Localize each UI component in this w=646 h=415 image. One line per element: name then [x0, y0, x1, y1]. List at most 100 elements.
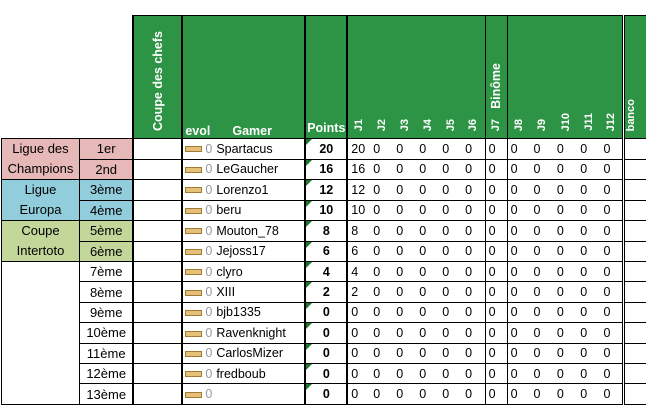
day-score-cell[interactable]: 0 — [484, 138, 508, 160]
day-score-cell[interactable]: 0 — [530, 301, 554, 324]
day-score-cell[interactable]: 0 — [462, 138, 486, 160]
banco-cell[interactable] — [622, 220, 646, 242]
day-score-cell[interactable]: 0 — [530, 383, 554, 405]
gamer-cell[interactable]: 0 Ravenknight — [181, 322, 306, 344]
day-score-cell[interactable]: 0 — [462, 301, 486, 324]
day-score-cell[interactable]: 0 — [462, 179, 486, 201]
day-score-cell[interactable]: 0 — [577, 220, 601, 242]
day-score-cell[interactable]: 0 — [439, 301, 463, 324]
day-score-cell[interactable]: 0 — [506, 260, 531, 283]
points-cell[interactable]: 2 — [304, 281, 349, 303]
day-score-cell[interactable]: 0 — [484, 301, 508, 324]
day-score-cell[interactable]: 0 — [346, 362, 371, 385]
day-score-cell[interactable]: 0 — [553, 179, 578, 201]
coupe-cell[interactable] — [132, 138, 184, 160]
day-score-cell[interactable]: 0 — [577, 322, 601, 344]
day-score-cell[interactable]: 0 — [530, 260, 554, 283]
day-score-cell[interactable]: 0 — [393, 342, 417, 364]
coupe-cell[interactable] — [132, 281, 184, 303]
day-score-cell[interactable]: 0 — [577, 281, 601, 303]
header-j1[interactable]: J1 — [346, 15, 371, 139]
coupe-cell[interactable] — [132, 240, 184, 262]
gamer-cell[interactable]: 0 Jejoss17 — [181, 240, 306, 262]
day-score-cell[interactable]: 0 — [370, 138, 394, 160]
day-score-cell[interactable]: 0 — [439, 383, 463, 405]
day-score-cell[interactable]: 0 — [484, 383, 508, 405]
header-points[interactable]: Points — [304, 15, 349, 139]
day-score-cell[interactable]: 0 — [484, 281, 508, 303]
header-coupe-des-chefs[interactable]: Coupe des chefs — [132, 15, 184, 139]
points-cell[interactable]: 0 — [304, 322, 349, 344]
banco-cell[interactable] — [622, 342, 646, 364]
day-score-cell[interactable]: 0 — [370, 158, 394, 180]
day-score-cell[interactable]: 0 — [416, 260, 440, 283]
day-score-cell[interactable]: 0 — [600, 322, 625, 344]
coupe-cell[interactable] — [132, 322, 184, 344]
day-score-cell[interactable]: 2 — [346, 281, 371, 303]
day-score-cell[interactable]: 0 — [462, 240, 486, 262]
day-score-cell[interactable]: 0 — [553, 240, 578, 262]
banco-cell[interactable] — [622, 281, 646, 303]
day-score-cell[interactable]: 0 — [439, 138, 463, 160]
day-score-cell[interactable]: 0 — [553, 158, 578, 180]
day-score-cell[interactable]: 0 — [530, 281, 554, 303]
banco-cell[interactable] — [622, 138, 646, 160]
day-score-cell[interactable]: 0 — [346, 301, 371, 324]
day-score-cell[interactable]: 0 — [462, 383, 486, 405]
day-score-cell[interactable]: 0 — [553, 383, 578, 405]
day-score-cell[interactable]: 0 — [530, 342, 554, 364]
day-score-cell[interactable]: 0 — [484, 158, 508, 180]
points-cell[interactable]: 20 — [304, 138, 349, 160]
day-score-cell[interactable]: 0 — [484, 362, 508, 385]
day-score-cell[interactable]: 0 — [553, 342, 578, 364]
day-score-cell[interactable]: 0 — [553, 281, 578, 303]
day-score-cell[interactable]: 0 — [506, 138, 531, 160]
gamer-cell[interactable]: 0 XIII — [181, 281, 306, 303]
day-score-cell[interactable]: 0 — [462, 322, 486, 344]
day-score-cell[interactable]: 0 — [484, 220, 508, 242]
day-score-cell[interactable]: 0 — [506, 240, 531, 262]
day-score-cell[interactable]: 0 — [506, 383, 531, 405]
gamer-cell[interactable]: 0 LeGaucher — [181, 158, 306, 180]
coupe-cell[interactable] — [132, 199, 184, 221]
day-score-cell[interactable]: 0 — [553, 138, 578, 160]
banco-cell[interactable] — [622, 240, 646, 262]
header-j8[interactable]: J8 — [506, 15, 531, 139]
day-score-cell[interactable]: 0 — [553, 260, 578, 283]
day-score-cell[interactable]: 0 — [370, 260, 394, 283]
gamer-cell[interactable]: 0 Spartacus — [181, 138, 306, 160]
day-score-cell[interactable]: 0 — [600, 260, 625, 283]
header-j12[interactable]: J12 — [600, 15, 625, 139]
points-cell[interactable]: 0 — [304, 362, 349, 385]
banco-cell[interactable] — [622, 383, 646, 405]
day-score-cell[interactable]: 4 — [346, 260, 371, 283]
day-score-cell[interactable]: 0 — [370, 322, 394, 344]
gamer-cell[interactable]: 0 clyro — [181, 260, 306, 283]
day-score-cell[interactable]: 0 — [416, 281, 440, 303]
day-score-cell[interactable]: 0 — [393, 301, 417, 324]
day-score-cell[interactable]: 0 — [393, 240, 417, 262]
header-gamer[interactable]: evol Gamer — [181, 15, 306, 139]
day-score-cell[interactable]: 0 — [346, 322, 371, 344]
coupe-cell[interactable] — [132, 383, 184, 405]
day-score-cell[interactable]: 0 — [439, 322, 463, 344]
day-score-cell[interactable]: 10 — [346, 199, 371, 221]
day-score-cell[interactable]: 0 — [416, 322, 440, 344]
day-score-cell[interactable]: 0 — [600, 342, 625, 364]
day-score-cell[interactable]: 0 — [462, 260, 486, 283]
day-score-cell[interactable]: 0 — [484, 260, 508, 283]
day-score-cell[interactable]: 0 — [393, 138, 417, 160]
day-score-cell[interactable]: 0 — [600, 158, 625, 180]
day-score-cell[interactable]: 0 — [416, 220, 440, 242]
header-j2[interactable]: J2 — [370, 15, 394, 139]
day-score-cell[interactable]: 0 — [506, 301, 531, 324]
day-score-cell[interactable]: 0 — [439, 362, 463, 385]
day-score-cell[interactable]: 0 — [439, 281, 463, 303]
day-score-cell[interactable]: 0 — [530, 322, 554, 344]
day-score-cell[interactable]: 0 — [553, 199, 578, 221]
coupe-cell[interactable] — [132, 301, 184, 324]
day-score-cell[interactable]: 0 — [439, 260, 463, 283]
day-score-cell[interactable]: 0 — [370, 383, 394, 405]
day-score-cell[interactable]: 0 — [600, 301, 625, 324]
gamer-cell[interactable]: 0 CarlosMizer — [181, 342, 306, 364]
